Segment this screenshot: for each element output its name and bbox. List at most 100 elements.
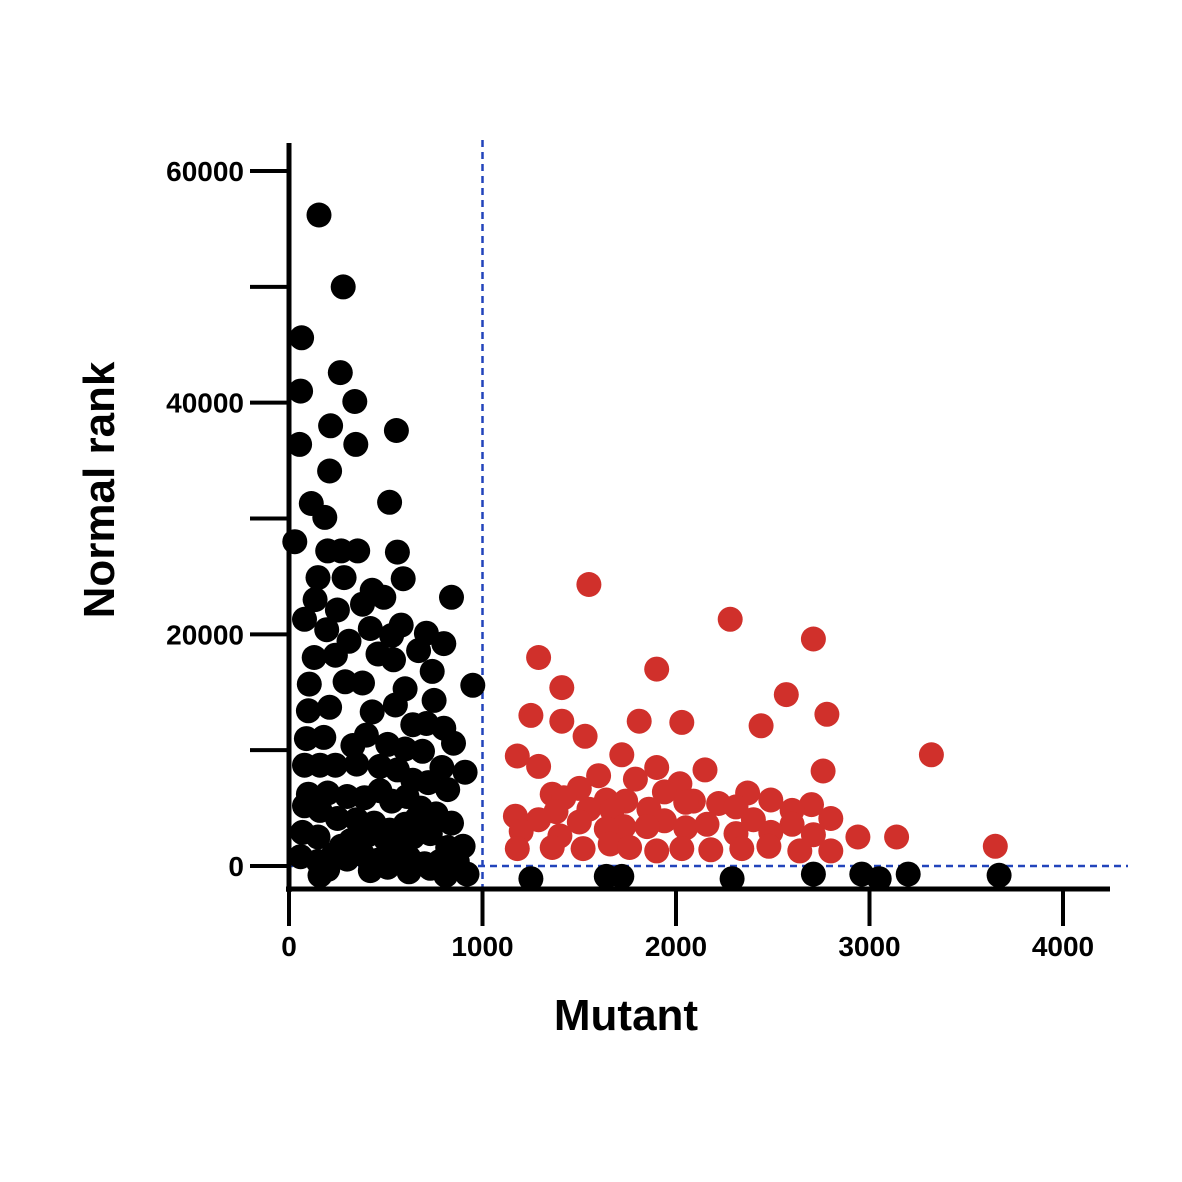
point-above-threshold: [756, 833, 782, 859]
point-below-threshold: [384, 539, 410, 565]
point-below-threshold: [800, 861, 826, 887]
point-above-threshold: [669, 836, 695, 862]
point-below-threshold: [345, 538, 371, 564]
point-above-threshold: [644, 838, 670, 864]
tick-labels: 0 20000 40000 60000 0 1000 2000 3000 4000: [166, 156, 1094, 962]
point-above-threshold: [570, 836, 596, 862]
point-below-threshold: [288, 378, 314, 404]
point-above-threshold: [698, 837, 724, 863]
point-below-threshold: [439, 584, 464, 610]
point-above-threshold: [622, 766, 648, 792]
point-above-threshold: [773, 682, 799, 708]
point-below-threshold: [296, 671, 322, 697]
point-below-threshold: [383, 418, 409, 443]
point-above-threshold: [518, 702, 544, 728]
y-axis-title: Normal rank: [75, 361, 124, 618]
point-above-threshold: [818, 806, 844, 831]
point-above-threshold: [748, 713, 774, 739]
point-below-threshold: [396, 859, 422, 885]
point-below-threshold: [295, 698, 321, 724]
point-below-threshold: [417, 821, 443, 847]
point-below-threshold: [429, 755, 455, 780]
point-above-threshold: [626, 708, 652, 734]
point-above-threshold: [779, 811, 805, 837]
point-below-threshold: [410, 738, 435, 764]
point-below-threshold: [331, 565, 357, 591]
point-below-threshold: [312, 504, 338, 530]
point-above-threshold: [609, 742, 635, 768]
x-tick-label: 2000: [645, 931, 707, 962]
point-above-threshold: [539, 835, 565, 860]
point-above-threshold: [526, 753, 552, 779]
point-above-threshold: [787, 838, 813, 864]
point-above-threshold: [586, 763, 612, 789]
point-above-threshold: [566, 809, 592, 835]
point-below-threshold: [421, 687, 447, 713]
point-below-threshold: [460, 672, 486, 698]
point-below-threshold: [454, 861, 480, 887]
x-axis-title: Mutant: [554, 991, 699, 1040]
point-below-threshold: [327, 360, 353, 386]
point-above-threshold: [617, 835, 643, 860]
point-above-threshold: [884, 824, 910, 850]
point-below-threshold: [439, 810, 464, 836]
point-below-threshold: [375, 854, 401, 880]
point-above-threshold: [799, 792, 824, 818]
point-above-threshold: [634, 814, 660, 840]
point-below-threshold: [314, 617, 340, 643]
point-above-threshold: [673, 789, 699, 815]
point-below-threshold: [359, 699, 385, 725]
point-above-threshold: [651, 779, 677, 805]
point-below-threshold: [330, 274, 356, 300]
point-below-threshold: [353, 722, 379, 748]
point-below-threshold: [322, 642, 348, 668]
point-below-threshold: [305, 565, 331, 591]
point-above-threshold: [982, 833, 1008, 859]
point-below-threshold: [302, 587, 328, 613]
point-below-threshold: [433, 862, 459, 888]
point-below-threshold: [350, 591, 375, 617]
point-below-threshold: [406, 638, 432, 664]
point-below-threshold: [342, 389, 368, 414]
point-above-threshold: [644, 656, 670, 682]
x-tick-label: 1000: [451, 931, 513, 962]
point-below-threshold: [311, 724, 337, 750]
point-above-threshold: [818, 838, 844, 864]
axes: [250, 143, 1110, 926]
point-above-threshold: [918, 742, 944, 768]
point-above-threshold: [810, 758, 836, 784]
point-below-threshold: [431, 631, 457, 657]
point-below-threshold: [895, 861, 921, 887]
point-below-threshold: [381, 647, 406, 673]
point-below-threshold: [390, 566, 416, 592]
point-below-threshold: [866, 866, 892, 892]
point-above-threshold: [504, 743, 530, 769]
point-below-threshold: [324, 597, 350, 623]
point-below-threshold: [318, 413, 344, 439]
point-below-threshold: [317, 458, 343, 484]
point-below-threshold: [324, 806, 350, 831]
point-above-threshold: [504, 836, 530, 862]
point-above-threshold: [694, 811, 720, 837]
point-above-threshold: [800, 626, 826, 652]
point-below-threshold: [315, 857, 341, 882]
point-below-threshold: [435, 777, 461, 803]
point-above-threshold: [576, 572, 602, 597]
point-above-threshold: [758, 787, 784, 813]
data-points: [282, 202, 1012, 892]
point-below-threshold: [350, 670, 375, 696]
point-below-threshold: [441, 730, 466, 756]
point-below-threshold: [382, 692, 408, 718]
point-below-threshold: [305, 824, 331, 850]
point-below-threshold: [317, 694, 343, 720]
point-above-threshold: [692, 757, 718, 783]
point-below-threshold: [343, 431, 369, 457]
point-above-threshold: [549, 675, 575, 701]
y-tick-label: 20000: [166, 619, 244, 650]
point-above-threshold: [572, 723, 598, 749]
point-above-threshold: [669, 709, 695, 735]
point-below-threshold: [518, 866, 544, 892]
point-below-threshold: [287, 431, 313, 457]
point-below-threshold: [289, 325, 315, 351]
